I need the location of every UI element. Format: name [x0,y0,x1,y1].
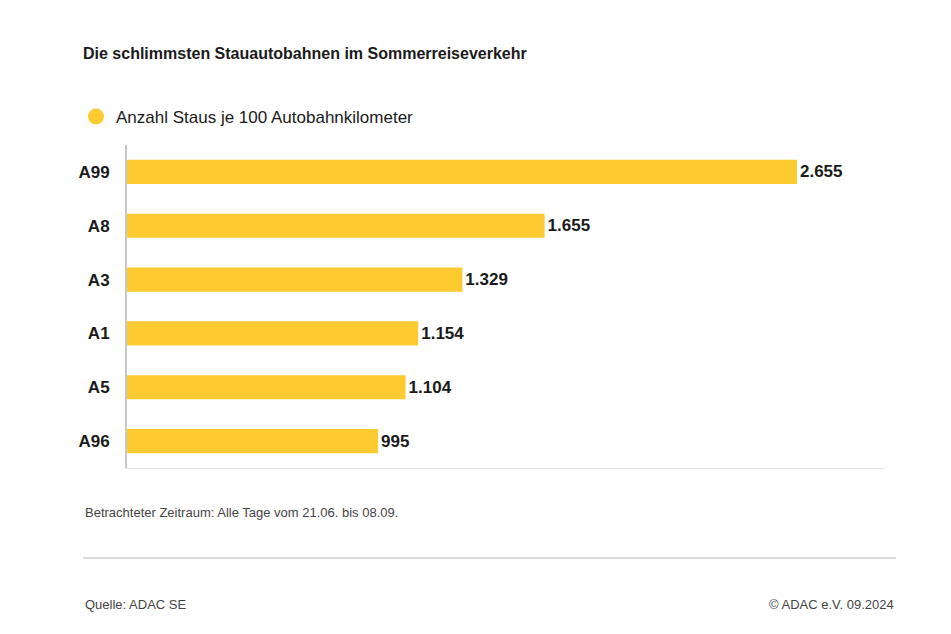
svg-text:© ADAC e.V. 09.2024: © ADAC e.V. 09.2024 [769,597,894,612]
svg-text:A1: A1 [88,324,110,343]
svg-text:Betrachteter Zeitraum: Alle Ta: Betrachteter Zeitraum: Alle Tage vom 21.… [85,505,398,520]
svg-text:A8: A8 [88,217,110,236]
svg-text:995: 995 [381,432,409,451]
svg-text:1.655: 1.655 [548,216,591,235]
svg-text:A96: A96 [78,432,109,451]
svg-text:A3: A3 [88,271,110,290]
svg-text:1.154: 1.154 [421,324,464,343]
svg-text:Die schlimmsten Stauautobahnen: Die schlimmsten Stauautobahnen im Sommer… [83,45,527,62]
svg-text:A99: A99 [78,163,109,182]
svg-text:1.329: 1.329 [465,270,508,289]
svg-text:1.104: 1.104 [409,378,452,397]
svg-text:A5: A5 [88,378,110,397]
svg-text:Anzahl Staus je 100 Autobahnki: Anzahl Staus je 100 Autobahnkilometer [116,108,413,127]
svg-text:2.655: 2.655 [800,162,843,181]
svg-text:Quelle: ADAC SE: Quelle: ADAC SE [85,597,186,612]
